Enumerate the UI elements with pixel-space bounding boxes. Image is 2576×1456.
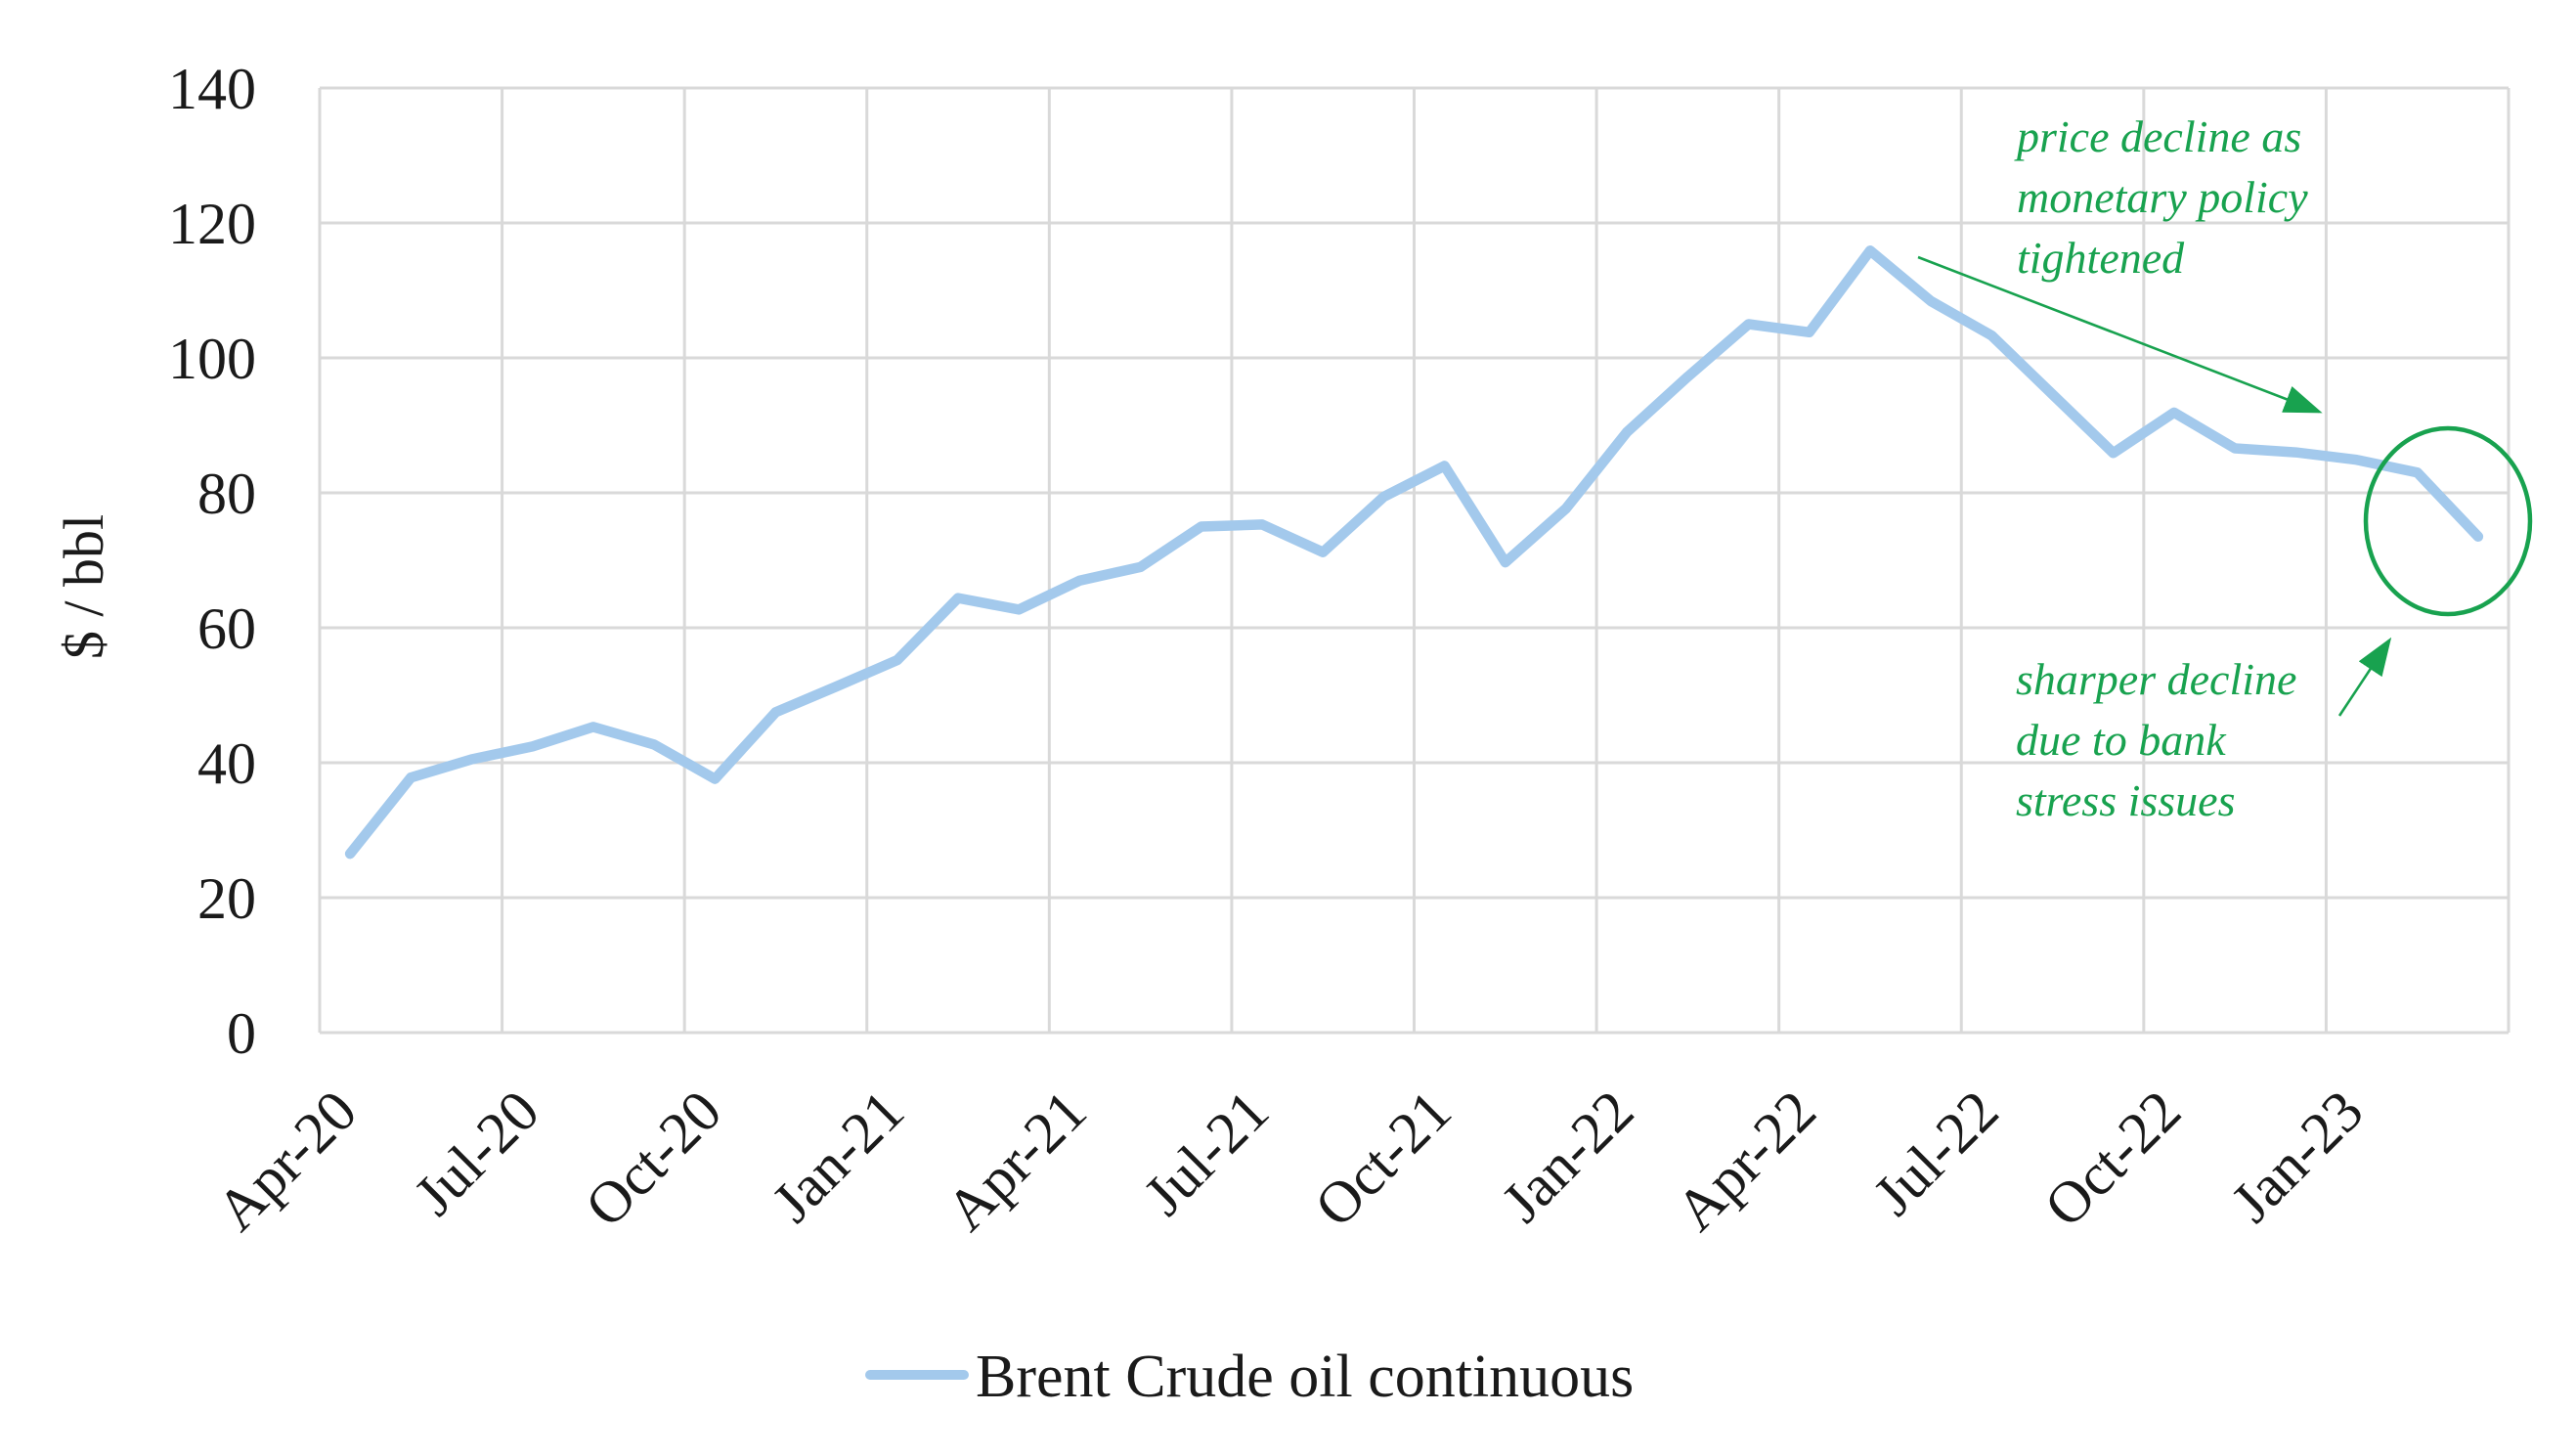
x-tick-label-Apr-20: Apr-20 [204, 1079, 369, 1243]
annotation-monetary-line2: monetary policy [2017, 172, 2308, 222]
legend: Brent Crude oil continuous [865, 1344, 1634, 1410]
y-axis-title: $ / bbl [52, 514, 115, 659]
x-tick-label-Jan-21: Jan-21 [760, 1079, 916, 1235]
x-tick-label-Apr-21: Apr-21 [934, 1079, 1098, 1243]
annotation-monetary-policy: price decline as monetary policy tighten… [1917, 111, 2323, 414]
y-tick-label-20: 20 [197, 866, 256, 931]
gridlines [318, 86, 2511, 1035]
x-axis-tick-labels: Apr-20 Jul-20 Oct-20 Jan-21 Apr-21 Jul-21 Oct-… [204, 1079, 2376, 1243]
y-axis-tick-labels: 0 20 40 60 80 100 120 140 [168, 57, 256, 1066]
annotation-bank-line1: sharper decline [2016, 654, 2296, 704]
y-tick-label-100: 100 [168, 327, 256, 391]
y-tick-label-0: 0 [227, 1001, 256, 1066]
bank-annotation-arrow [2337, 637, 2392, 717]
annotation-bank-line2: due to bank [2016, 715, 2227, 765]
x-tick-label-Oct-21: Oct-21 [1302, 1079, 1463, 1239]
x-tick-label-Jul-21: Jul-21 [1131, 1079, 1281, 1228]
x-tick-label-Jul-20: Jul-20 [402, 1079, 551, 1228]
legend-label: Brent Crude oil continuous [976, 1344, 1634, 1410]
x-tick-label-Oct-20: Oct-20 [573, 1079, 733, 1239]
monetary-annotation-arrow [1917, 255, 2323, 414]
annotation-monetary-line3: tightened [2017, 233, 2185, 283]
x-tick-label-Jan-22: Jan-22 [1490, 1079, 1646, 1235]
x-tick-label-Jan-23: Jan-23 [2219, 1079, 2376, 1235]
annotation-bank-stress: sharper decline due to bank stress issue… [2016, 425, 2533, 825]
brent-price-line-series [344, 245, 2484, 860]
y-tick-label-120: 120 [168, 192, 256, 256]
y-tick-label-80: 80 [197, 462, 256, 526]
highlight-ellipse [2363, 425, 2533, 617]
annotation-monetary-line1: price decline as [2014, 111, 2301, 161]
y-tick-label-60: 60 [197, 596, 256, 661]
x-tick-label-Oct-22: Oct-22 [2032, 1079, 2193, 1239]
y-tick-label-140: 140 [168, 57, 256, 121]
x-tick-label-Apr-22: Apr-22 [1664, 1079, 1828, 1243]
y-tick-label-40: 40 [197, 731, 256, 796]
annotation-bank-line3: stress issues [2016, 775, 2236, 825]
x-tick-label-Jul-22: Jul-22 [1861, 1079, 2011, 1228]
